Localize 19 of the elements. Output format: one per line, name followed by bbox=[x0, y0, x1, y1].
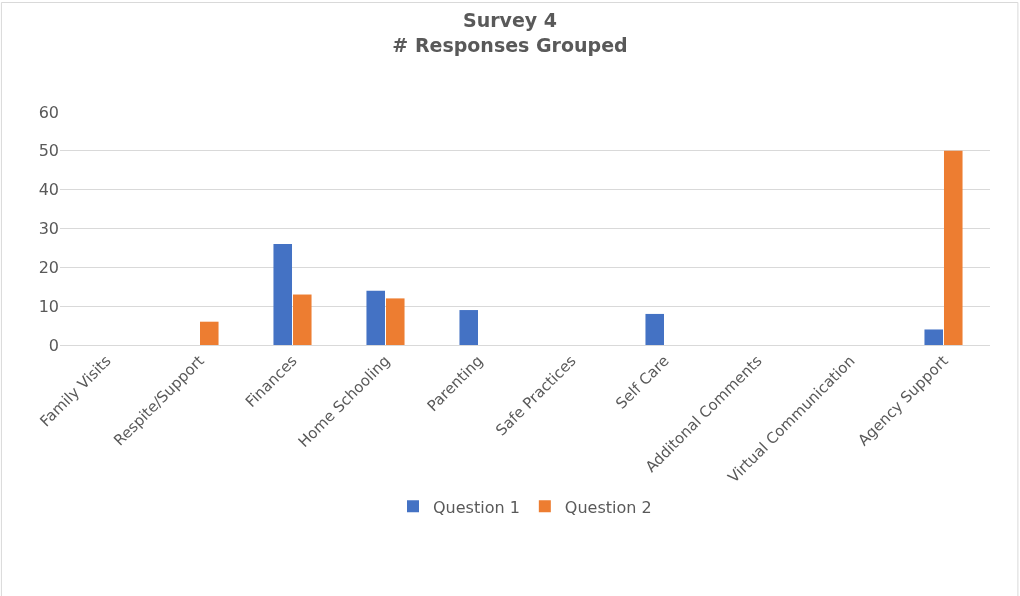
bar bbox=[924, 329, 944, 345]
legend-label: Question 2 bbox=[564, 497, 652, 517]
y-tick-label: 60 bbox=[38, 102, 59, 122]
y-tick-label: 0 bbox=[48, 335, 59, 355]
bar bbox=[273, 244, 293, 345]
y-tick-label: 20 bbox=[38, 257, 59, 277]
legend-label: Question 1 bbox=[433, 497, 520, 517]
chart-title: Survey 4 # Responses Grouped bbox=[392, 8, 628, 56]
bar bbox=[943, 150, 963, 345]
bar bbox=[366, 290, 386, 345]
bar bbox=[292, 294, 312, 345]
bar bbox=[385, 298, 405, 345]
bar bbox=[645, 313, 665, 345]
y-tick-label: 50 bbox=[38, 141, 59, 161]
y-tick-label: 30 bbox=[38, 219, 59, 239]
bar bbox=[199, 321, 219, 345]
y-tick-label: 10 bbox=[38, 296, 59, 316]
bar bbox=[459, 310, 479, 345]
y-tick-label: 40 bbox=[38, 180, 59, 200]
